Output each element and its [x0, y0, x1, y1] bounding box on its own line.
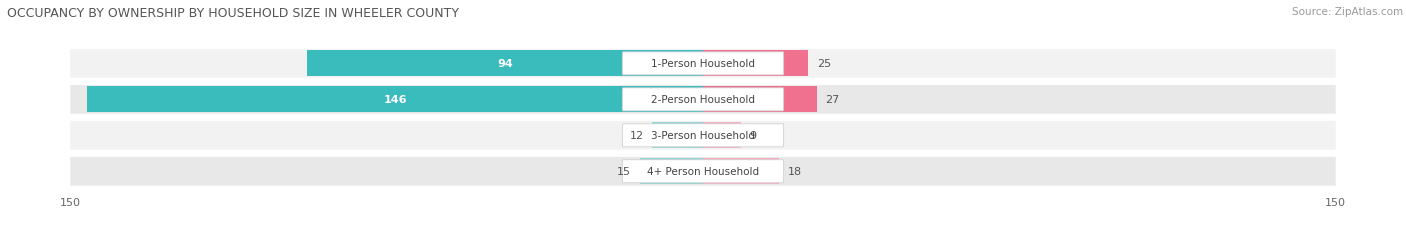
Text: 94: 94: [496, 59, 513, 69]
FancyBboxPatch shape: [70, 50, 1336, 78]
FancyBboxPatch shape: [623, 53, 783, 76]
Text: 12: 12: [630, 131, 644, 141]
FancyBboxPatch shape: [70, 85, 1336, 114]
Bar: [703, 159, 779, 184]
Text: 4+ Person Household: 4+ Person Household: [647, 167, 759, 176]
Text: 9: 9: [749, 131, 756, 141]
Text: 25: 25: [817, 59, 831, 69]
FancyBboxPatch shape: [623, 88, 783, 111]
Bar: [307, 51, 703, 77]
Text: 18: 18: [787, 167, 801, 176]
FancyBboxPatch shape: [623, 124, 783, 147]
Bar: [703, 87, 817, 113]
FancyBboxPatch shape: [70, 121, 1336, 150]
Bar: [703, 123, 741, 149]
Text: 1-Person Household: 1-Person Household: [651, 59, 755, 69]
FancyBboxPatch shape: [70, 157, 1336, 186]
Bar: [652, 123, 703, 149]
Bar: [703, 51, 808, 77]
Text: 146: 146: [384, 95, 406, 105]
FancyBboxPatch shape: [623, 160, 783, 183]
Text: 3-Person Household: 3-Person Household: [651, 131, 755, 141]
Text: Source: ZipAtlas.com: Source: ZipAtlas.com: [1292, 7, 1403, 17]
Bar: [87, 87, 703, 113]
Text: 15: 15: [617, 167, 631, 176]
Text: 27: 27: [825, 95, 839, 105]
Text: 2-Person Household: 2-Person Household: [651, 95, 755, 105]
Text: OCCUPANCY BY OWNERSHIP BY HOUSEHOLD SIZE IN WHEELER COUNTY: OCCUPANCY BY OWNERSHIP BY HOUSEHOLD SIZE…: [7, 7, 458, 20]
Bar: [640, 159, 703, 184]
